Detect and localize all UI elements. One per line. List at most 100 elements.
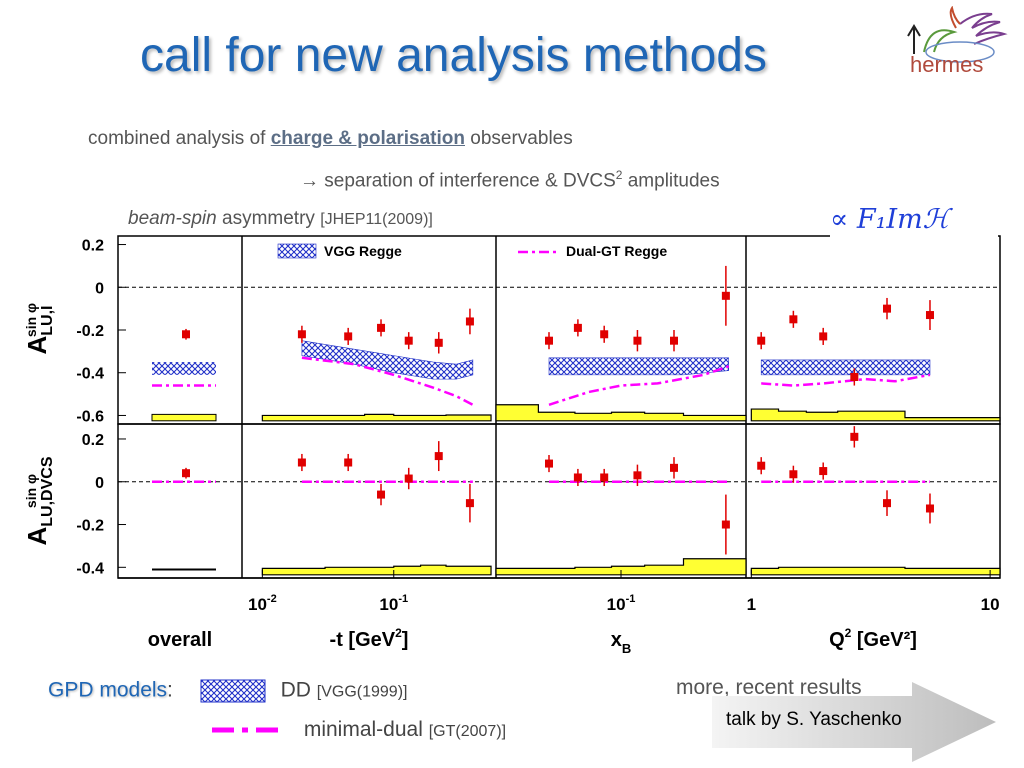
gt-line [548, 365, 730, 406]
line3-italic: beam-spin [128, 208, 217, 229]
formula-label: ∝ F₁Imℋ [830, 204, 998, 244]
legend-hatch-swatch [277, 243, 317, 259]
data-point [377, 323, 386, 332]
x-axis-label-overall: overall [148, 629, 212, 651]
data-point [789, 470, 798, 479]
y-tick-label: -0.4 [76, 366, 104, 383]
logo-text: hermes [910, 52, 984, 77]
data-point [819, 332, 828, 341]
line2-text: → separation of interference & DVCS [300, 170, 616, 192]
minimal-dual-label: minimal-dual [303, 718, 423, 741]
legend-vgg-label: VGG Regge [324, 243, 402, 259]
overall-point [182, 330, 190, 339]
y-tick-label: -0.6 [76, 408, 104, 425]
data-point [669, 336, 678, 345]
x-tick-label: 1 [747, 595, 756, 614]
data-point [721, 520, 730, 529]
data-point [819, 467, 828, 476]
y-tick-label: -0.4 [76, 560, 104, 577]
subtitle-line-3: beam-spin asymmetry [JHEP11(2009)] [128, 208, 433, 230]
y-tick-label: 0 [95, 280, 104, 297]
line2-sup: 2 [615, 168, 623, 182]
more-results-text: more, recent results [676, 676, 862, 699]
data-point [434, 452, 443, 461]
data-point [633, 336, 642, 345]
data-point [344, 332, 353, 341]
systematic-band [495, 558, 747, 576]
y-axis-label-text: ALU,DVCS [22, 456, 56, 545]
overall-point [182, 469, 190, 478]
data-point [465, 317, 474, 326]
y-axis-label-text: ALU,I [22, 306, 56, 355]
x-axis-label-xB: xB [611, 629, 632, 656]
minimal-dual-ref: [GT(2007)] [428, 723, 507, 740]
gt-line [761, 373, 931, 387]
gpd-colon: : [167, 678, 173, 702]
data-point [544, 459, 553, 468]
line3-text: asymmetry [222, 208, 315, 229]
y-axis-label-sup: sin φ [23, 474, 39, 508]
dd-label: DD [280, 678, 311, 702]
subtitle-line-1: combined analysis of charge & polarisati… [88, 128, 573, 150]
data-point [404, 336, 413, 345]
systematic-band [495, 404, 747, 422]
y-tick-label: -0.2 [76, 323, 104, 340]
data-point [850, 373, 859, 381]
hermes-logo: hermes [900, 5, 1012, 88]
dd-hatch-swatch [200, 679, 266, 703]
data-point [757, 336, 766, 345]
line1-post: observables [470, 128, 573, 149]
minimal-dual-line-swatch [212, 727, 284, 733]
x-axis-label-t: -t [GeV2] [330, 626, 409, 651]
y-tick-label: 0.2 [82, 432, 104, 449]
data-point [544, 336, 553, 345]
slide-title: call for new analysis methods [140, 29, 767, 82]
y-tick-label: -0.2 [76, 518, 104, 535]
y-axis-label-sup: sin φ [23, 303, 39, 337]
gpd-legend-row-dd: GPD models: DD [VGG(1999)] [48, 678, 407, 704]
data-point [404, 474, 413, 483]
data-point [434, 338, 443, 347]
data-point [669, 463, 678, 472]
line1-highlight: charge & polarisation [270, 128, 465, 149]
data-point [883, 304, 892, 313]
data-point [721, 291, 730, 300]
y-tick-label: 0.2 [82, 238, 104, 255]
vgg-band [548, 357, 729, 376]
data-point [297, 330, 306, 339]
data-point [925, 311, 934, 320]
talk-arrow-icon [712, 682, 996, 762]
row-frame [117, 423, 1001, 579]
subtitle-line-2: → separation of interference & DVCS2 amp… [300, 168, 720, 192]
data-point [377, 490, 386, 499]
overall-syst-band [151, 413, 217, 422]
x-tick-label: 10 [981, 595, 1000, 614]
gpd-legend-row-minimal-dual: minimal-dual [GT(2007)] [210, 718, 506, 742]
data-point [573, 323, 582, 332]
x-tick-label: 10-2 [248, 593, 277, 614]
data-point [883, 499, 892, 508]
data-point [757, 461, 766, 470]
data-point [600, 330, 609, 339]
systematic-band [261, 413, 492, 422]
talk-link[interactable]: talk by S. Yaschenko [726, 709, 902, 730]
systematic-band [261, 564, 492, 576]
data-point [633, 471, 642, 480]
x-tick-label: 10-1 [379, 593, 408, 614]
data-point [297, 458, 306, 467]
line1-pre: combined analysis of [88, 128, 266, 149]
line2-post: amplitudes [627, 170, 720, 192]
data-point [600, 473, 609, 482]
vgg-band [301, 340, 474, 380]
dd-ref: [VGG(1999)] [316, 683, 408, 701]
row-frame [117, 235, 1001, 425]
winged-logo-icon [907, 5, 1008, 63]
data-point [789, 315, 798, 324]
data-point [925, 504, 934, 513]
gt-line [301, 356, 474, 406]
y-tick-label: 0 [95, 475, 104, 492]
legend-gt-label: Dual-GT Regge [566, 243, 667, 259]
systematic-band [750, 566, 1001, 576]
